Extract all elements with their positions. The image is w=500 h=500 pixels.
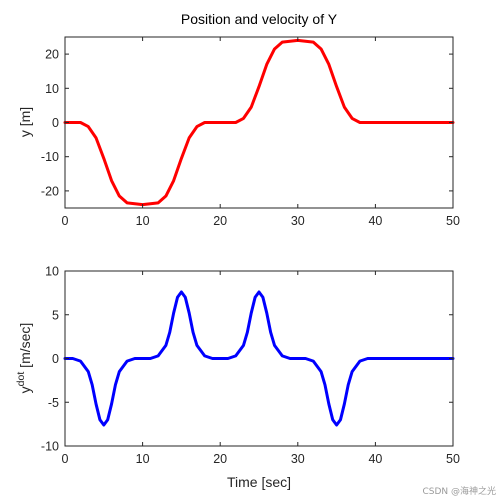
position-x-tick-label: 50 bbox=[446, 214, 460, 228]
position-y-tick-label: -10 bbox=[41, 150, 59, 164]
position-y-tick-label: 0 bbox=[52, 116, 59, 130]
velocity-x-tick-label: 30 bbox=[291, 452, 305, 466]
position-y-tick-label: 10 bbox=[45, 82, 59, 96]
velocity-y-label-sup: dot bbox=[15, 372, 27, 387]
velocity-series-line-0 bbox=[63, 290, 455, 427]
velocity-y-tick-label: 10 bbox=[45, 265, 59, 279]
position-x-tick-label: 10 bbox=[136, 214, 150, 228]
position-chart-title: Position and velocity of Y bbox=[181, 11, 338, 27]
velocity-y-tick-label: -10 bbox=[41, 440, 59, 454]
position-y-tick-label: -20 bbox=[41, 184, 59, 198]
position-chart: Position and velocity of Y 0 10 20 30 40 50 -2… bbox=[17, 11, 460, 228]
velocity-ticks: 0 10 20 30 40 50 -10 -5 0 5 10 bbox=[41, 265, 460, 467]
position-series-line-0 bbox=[63, 38, 455, 207]
velocity-chart: 0 10 20 30 40 50 -10 -5 0 5 10 ydot [m/sec] Time [… bbox=[15, 265, 460, 491]
velocity-x-tick-label: 20 bbox=[213, 452, 227, 466]
position-x-tick-label: 20 bbox=[213, 214, 227, 228]
velocity-y-tick-label: -5 bbox=[48, 396, 59, 410]
velocity-y-label-base: y bbox=[17, 386, 33, 393]
velocity-x-tick-label: 0 bbox=[62, 452, 69, 466]
velocity-x-tick-label: 40 bbox=[368, 452, 382, 466]
position-x-tick-label: 30 bbox=[291, 214, 305, 228]
position-x-tick-label: 40 bbox=[368, 214, 382, 228]
position-y-tick-label: 20 bbox=[45, 48, 59, 62]
velocity-x-tick-label: 50 bbox=[446, 452, 460, 466]
position-plot-area bbox=[63, 38, 455, 207]
watermark: CSDN @海神之光 bbox=[422, 485, 496, 497]
position-x-tick-label: 0 bbox=[62, 214, 69, 228]
position-ticks: 0 10 20 30 40 50 -20 -10 0 10 20 bbox=[41, 37, 460, 228]
velocity-x-tick-label: 10 bbox=[136, 452, 150, 466]
velocity-y-tick-label: 0 bbox=[52, 352, 59, 366]
velocity-plot-area bbox=[63, 290, 455, 427]
velocity-y-label-units: [m/sec] bbox=[17, 323, 33, 368]
velocity-y-tick-label: 5 bbox=[52, 308, 59, 322]
velocity-y-axis-label: ydot [m/sec] bbox=[15, 323, 33, 394]
position-y-axis-label: y [m] bbox=[17, 107, 33, 137]
velocity-x-axis-label: Time [sec] bbox=[227, 474, 291, 490]
